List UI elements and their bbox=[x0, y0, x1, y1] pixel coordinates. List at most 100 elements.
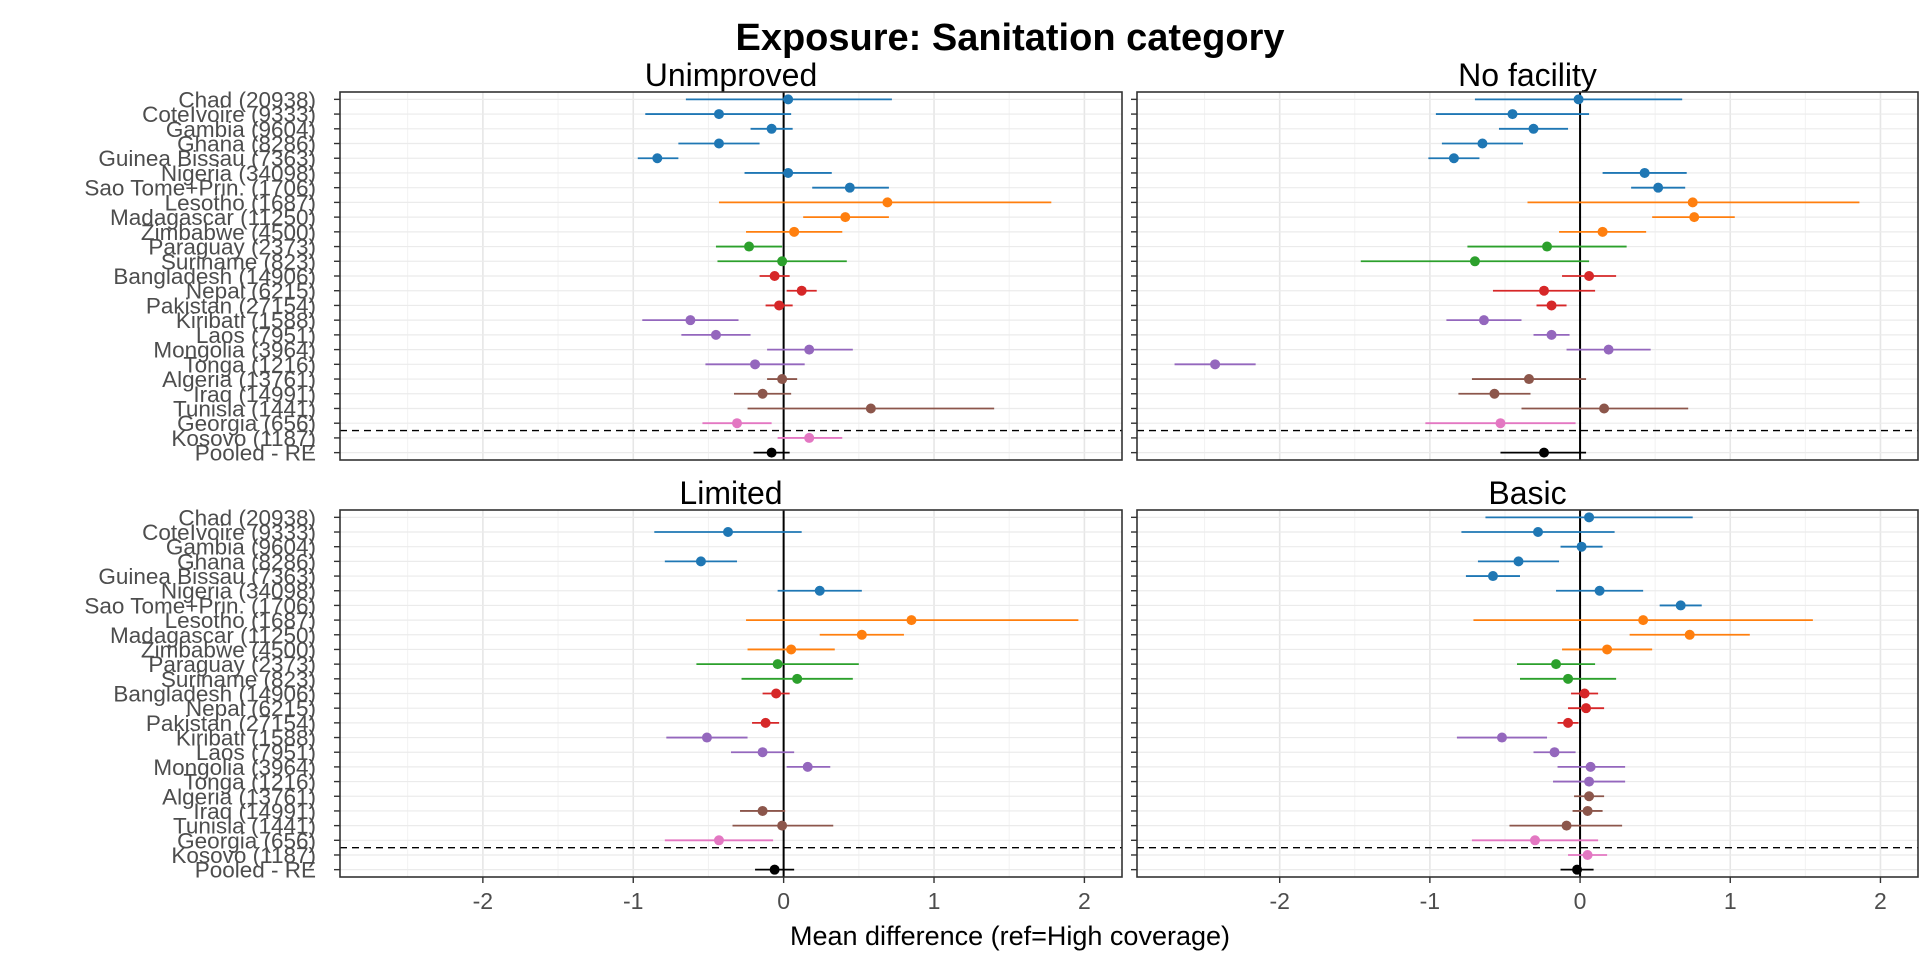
y-tick-label: Georgia (656) bbox=[177, 828, 316, 853]
point-bangladesh-14906 bbox=[771, 688, 782, 699]
panel-limited: Limited Chad (20938)CoteIvoire (9333)Gamb… bbox=[84, 475, 1123, 914]
point-madagascar-11250 bbox=[1684, 629, 1695, 640]
point-nepal-6215 bbox=[1581, 703, 1592, 714]
y-tick-label: Gambia (9604) bbox=[166, 535, 316, 560]
point-sao-tome-prin-1706 bbox=[844, 182, 855, 193]
point-paraguay-2373 bbox=[744, 241, 755, 252]
point-madagascar-11250 bbox=[856, 629, 867, 640]
y-tick-label: Tonga (1216) bbox=[183, 352, 316, 377]
point-ghana-8286 bbox=[695, 556, 706, 567]
y-tick-label: CoteIvoire (9333) bbox=[142, 520, 316, 545]
point-pooled-re bbox=[1539, 447, 1550, 458]
point-lesotho-1687 bbox=[1638, 615, 1649, 626]
point-nigeria-34098 bbox=[814, 585, 825, 596]
point-tonga-1216 bbox=[1584, 776, 1595, 787]
point-georgia-656 bbox=[1495, 418, 1506, 429]
y-tick-label: CoteIvoire (9333) bbox=[142, 102, 316, 127]
point-pooled-re bbox=[769, 864, 780, 875]
point-zimbabwe-4500 bbox=[786, 644, 797, 655]
point-georgia-656 bbox=[732, 418, 743, 429]
y-tick-label: Tunisia (1441) bbox=[173, 396, 316, 421]
y-tick-label: Ghana (8286) bbox=[177, 549, 316, 574]
point-tunisia-1441 bbox=[1599, 403, 1610, 414]
panel-title: Basic bbox=[1488, 475, 1566, 511]
y-tick-label: Paraguay (2373) bbox=[148, 652, 316, 677]
y-tick-label: Zimbabwe (4500) bbox=[141, 220, 316, 245]
point-suriname-823 bbox=[792, 673, 803, 684]
point-laos-7951 bbox=[757, 747, 768, 758]
point-mongolia-3964 bbox=[1585, 761, 1596, 772]
y-tick-label: Lesotho (1687) bbox=[165, 608, 316, 633]
point-bangladesh-14906 bbox=[1584, 271, 1595, 281]
point-kosovo-1187 bbox=[1582, 849, 1593, 860]
x-tick-label: 1 bbox=[928, 888, 941, 914]
point-algeria-13761 bbox=[1524, 374, 1535, 385]
y-tick-label: Gambia (9604) bbox=[166, 117, 316, 142]
point-kiribati-1588 bbox=[685, 315, 696, 326]
point-iraq-14991 bbox=[757, 805, 768, 816]
panel-title: No facility bbox=[1458, 57, 1597, 93]
x-axis-label: Mean difference (ref=High coverage) bbox=[790, 921, 1230, 951]
point-mongolia-3964 bbox=[804, 344, 815, 355]
y-tick-label: Kosovo (1187) bbox=[171, 426, 316, 451]
point-nigeria-34098 bbox=[1594, 585, 1605, 596]
point-pakistan-27154 bbox=[774, 300, 785, 311]
point-tunisia-1441 bbox=[777, 820, 788, 831]
y-tick-label: Paraguay (2373) bbox=[148, 235, 316, 260]
point-ghana-8286 bbox=[1477, 138, 1488, 149]
x-tick-label: -1 bbox=[1420, 888, 1440, 914]
x-tick-label: -2 bbox=[473, 888, 493, 914]
point-gambia-9604 bbox=[766, 123, 777, 134]
y-tick-label: Sao Tome+Prin. (1706) bbox=[84, 593, 316, 618]
y-tick-label: Iraq (14991) bbox=[193, 382, 316, 407]
point-zimbabwe-4500 bbox=[1602, 644, 1613, 655]
y-tick-label: Pooled - RE bbox=[195, 858, 316, 883]
y-tick-label: Kosovo (1187) bbox=[171, 843, 316, 868]
point-algeria-13761 bbox=[1584, 791, 1595, 802]
point-nigeria-34098 bbox=[783, 167, 794, 178]
x-tick-label: 2 bbox=[1874, 888, 1887, 914]
y-tick-label: Chad (20938) bbox=[178, 87, 316, 112]
point-laos-7951 bbox=[1546, 329, 1557, 340]
point-iraq-14991 bbox=[1582, 805, 1593, 816]
point-tunisia-1441 bbox=[1561, 820, 1572, 831]
y-tick-label: Georgia (656) bbox=[177, 411, 316, 436]
x-tick-label: 0 bbox=[777, 888, 790, 914]
y-tick-label: Mongolia (3964) bbox=[153, 338, 316, 363]
y-tick-label: Sao Tome+Prin. (1706) bbox=[84, 176, 316, 201]
y-tick-label: Kiribati (1588) bbox=[176, 308, 316, 333]
y-tick-label: Algeria (13761) bbox=[162, 784, 316, 809]
y-tick-label: Kiribati (1588) bbox=[176, 726, 316, 751]
point-mongolia-3964 bbox=[1603, 344, 1614, 355]
y-tick-label: Tunisia (1441) bbox=[173, 814, 316, 839]
point-tonga-1216 bbox=[1210, 359, 1221, 370]
point-guinea-bissau-7363 bbox=[1487, 571, 1498, 582]
point-pakistan-27154 bbox=[1563, 717, 1574, 728]
point-ghana-8286 bbox=[713, 138, 724, 149]
x-tick-label: -2 bbox=[1269, 888, 1289, 914]
y-tick-label: Laos (7951) bbox=[196, 323, 316, 348]
panel-title: Unimproved bbox=[645, 57, 818, 93]
point-suriname-823 bbox=[1563, 673, 1574, 684]
point-nepal-6215 bbox=[1539, 285, 1550, 296]
y-tick-label: Madagascar (11250) bbox=[110, 205, 316, 230]
panel-basic: Basic -2 -1 0 1 2 bbox=[1131, 475, 1919, 914]
y-tick-label: Lesotho (1687) bbox=[165, 190, 316, 215]
point-guinea-bissau-7363 bbox=[1448, 153, 1459, 164]
y-tick-label: Algeria (13761) bbox=[162, 367, 316, 392]
y-tick-label: Nigeria (34098) bbox=[161, 579, 316, 604]
point-gambia-9604 bbox=[1528, 123, 1539, 134]
point-paraguay-2373 bbox=[772, 659, 783, 670]
y-tick-label: Nepal (6215) bbox=[186, 279, 316, 304]
y-tick-label: Suriname (823) bbox=[161, 249, 316, 274]
point-ghana-8286 bbox=[1513, 556, 1524, 567]
point-guinea-bissau-7363 bbox=[652, 153, 663, 164]
y-tick-label: Iraq (14991) bbox=[193, 799, 316, 824]
point-nepal-6215 bbox=[796, 285, 807, 296]
point-nigeria-34098 bbox=[1639, 167, 1650, 178]
point-tonga-1216 bbox=[750, 359, 761, 370]
point-kosovo-1187 bbox=[804, 432, 815, 443]
point-kiribati-1588 bbox=[701, 732, 712, 743]
point-iraq-14991 bbox=[1489, 388, 1500, 399]
